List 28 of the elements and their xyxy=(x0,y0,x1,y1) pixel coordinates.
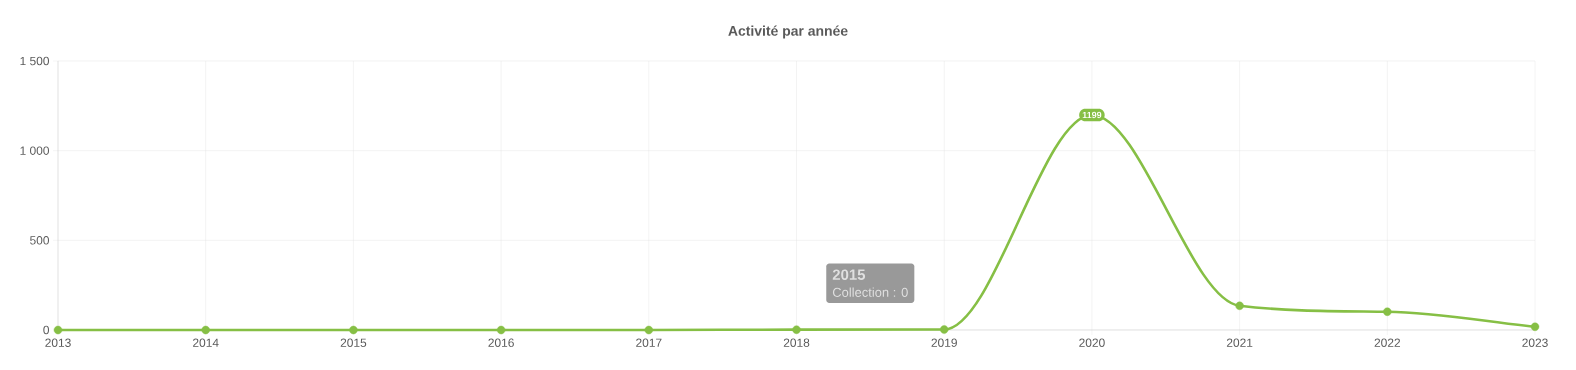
y-tick-label: 500 xyxy=(30,236,50,245)
chart-title: Activité par année xyxy=(728,25,848,39)
point xyxy=(201,325,210,335)
x-tick-label: 2020 xyxy=(1079,338,1105,347)
point xyxy=(1235,301,1244,310)
point xyxy=(1383,307,1392,316)
x-tick-label: 2021 xyxy=(1226,338,1253,347)
x-tick-label: 2023 xyxy=(1522,338,1548,347)
x-tick-label: 2015 xyxy=(340,338,367,347)
y-tick-label: 1 000 xyxy=(20,146,50,155)
x-tick-label: 2019 xyxy=(931,338,957,347)
x-tick-label: 2016 xyxy=(488,338,514,347)
y-tick-label: 1 500 xyxy=(20,56,50,66)
point xyxy=(1530,322,1540,331)
point xyxy=(644,325,654,335)
annotation: Collection : 0 xyxy=(832,287,908,297)
x-tick-label: 2022 xyxy=(1374,338,1401,347)
point xyxy=(53,325,63,335)
x-tick-label: 2014 xyxy=(193,338,219,347)
annotation: 2015 xyxy=(832,269,866,280)
point xyxy=(940,325,949,334)
x-tick-label: 2018 xyxy=(783,338,810,347)
x-tick-label: 2017 xyxy=(636,338,662,347)
x-tick-label: 2013 xyxy=(45,338,71,347)
y-tick-label: 0 xyxy=(43,325,50,335)
point xyxy=(349,325,358,335)
point xyxy=(792,325,801,334)
point xyxy=(496,325,506,335)
